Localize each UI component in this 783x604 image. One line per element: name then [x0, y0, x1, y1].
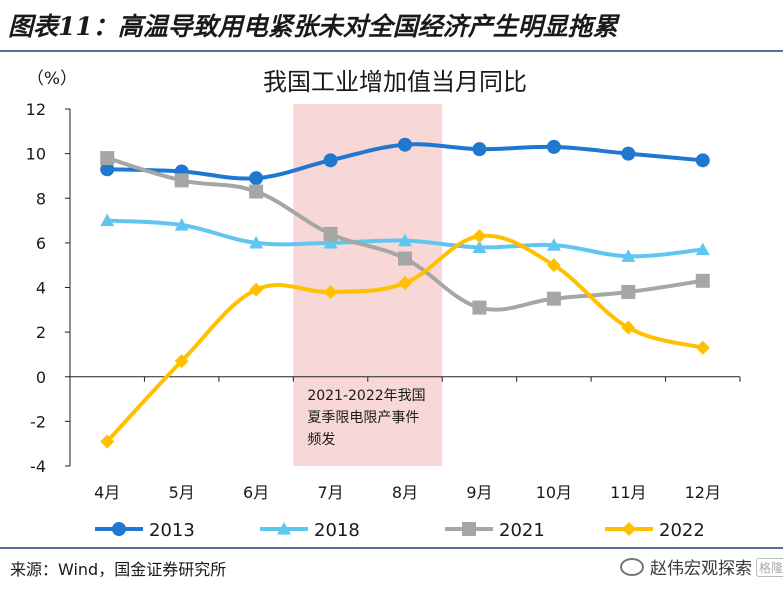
source-note: 来源：Wind，国金证券研究所 — [10, 560, 227, 579]
title-divider — [0, 50, 783, 52]
data-point-2022 — [323, 284, 338, 299]
legend-label: 2018 — [314, 520, 360, 541]
data-point-2018 — [100, 213, 115, 227]
data-point-2013 — [695, 153, 710, 168]
figure-title: 图表11：高温导致用电紧张未对全国经济产生明显拖累 — [8, 12, 618, 41]
watermark-text: 赵伟宏观探索 — [650, 559, 752, 579]
data-point-2021 — [249, 184, 264, 199]
data-point-2013 — [546, 139, 561, 154]
data-point-2022 — [249, 282, 264, 297]
legend-marker — [112, 522, 126, 536]
y-tick-label: 12 — [26, 100, 46, 119]
series-group — [100, 137, 710, 449]
data-point-2021 — [174, 173, 189, 188]
data-point-2018 — [249, 235, 264, 249]
data-point-2013 — [249, 171, 264, 186]
data-point-2018 — [323, 235, 338, 249]
watermark-badge: 格隆汇 — [756, 558, 783, 577]
x-tick-label: 9月 — [466, 483, 492, 502]
series-2018 — [100, 213, 710, 262]
data-point-2013 — [621, 146, 636, 161]
data-point-2022 — [621, 320, 636, 335]
x-tick-label: 8月 — [392, 483, 418, 502]
legend-marker — [462, 522, 476, 536]
legend-label: 2013 — [149, 520, 195, 541]
legend-item-2013: 2013 — [95, 520, 195, 541]
data-point-2013 — [398, 137, 412, 152]
data-point-2022 — [100, 434, 115, 449]
data-point-2018 — [695, 242, 710, 256]
highlight-annotation-line: 夏季限电限产事件 — [307, 410, 419, 426]
legend-item-2021: 2021 — [445, 520, 545, 541]
data-point-2022 — [398, 276, 412, 291]
x-tick-label: 6月 — [243, 483, 269, 502]
data-point-2022 — [174, 354, 189, 369]
highlight-annotation-line: 2021-2022年我国 — [307, 388, 425, 404]
data-point-2021 — [398, 251, 412, 266]
data-point-2018 — [621, 249, 636, 262]
highlight-annotation-line: 频发 — [307, 432, 335, 448]
x-tick-label: 4月 — [94, 483, 120, 502]
data-point-2018 — [174, 218, 189, 231]
x-tick-label: 5月 — [169, 483, 195, 502]
series-2013 — [100, 137, 710, 186]
y-tick-label: 8 — [36, 189, 46, 208]
legend-label: 2022 — [659, 520, 705, 541]
series-2022 — [100, 229, 710, 449]
chart-title: 我国工业增加值当月同比 — [263, 68, 527, 96]
y-tick-label: 4 — [36, 279, 46, 298]
data-point-2013 — [472, 142, 487, 157]
x-tick-label: 10月 — [536, 483, 572, 502]
y-tick-label: 10 — [26, 145, 46, 164]
y-axis-unit: （%） — [27, 69, 77, 89]
legend-marker — [277, 522, 291, 535]
data-point-2018 — [398, 233, 412, 247]
data-point-2021 — [546, 291, 561, 306]
source-divider — [0, 547, 783, 549]
data-point-2021 — [621, 284, 636, 299]
data-point-2022 — [472, 229, 487, 244]
y-tick-label: 6 — [36, 234, 46, 253]
x-tick-label: 11月 — [610, 483, 646, 502]
x-tick-label: 7月 — [317, 483, 343, 502]
y-tick-label: 0 — [36, 368, 46, 387]
data-point-2021 — [472, 300, 487, 315]
line-chart: 我国工业增加值当月同比 （%） 12 10 8 6 4 2 0 -2 -4 4月 5月 6月 7月 8月 9… — [26, 68, 741, 541]
data-point-2013 — [100, 162, 115, 177]
data-point-2021 — [323, 226, 338, 241]
data-point-2018 — [472, 240, 487, 253]
legend-item-2022: 2022 — [605, 520, 705, 541]
data-point-2013 — [323, 153, 338, 168]
y-tick-label: 2 — [36, 323, 46, 342]
legend-label: 2021 — [499, 520, 545, 541]
data-point-2021 — [695, 273, 710, 288]
legend-marker — [622, 522, 636, 536]
series-2021 — [100, 151, 710, 315]
data-point-2022 — [546, 258, 561, 273]
y-tick-label: -2 — [30, 412, 46, 431]
legend-item-2018: 2018 — [260, 520, 360, 541]
legend: 2013 2018 2021 2022 — [95, 520, 705, 541]
wechat-icon — [620, 558, 644, 576]
data-point-2022 — [695, 340, 710, 355]
data-point-2018 — [546, 238, 561, 251]
data-point-2021 — [100, 151, 115, 166]
y-tick-label: -4 — [30, 457, 46, 476]
axes: 12 10 8 6 4 2 0 -2 -4 4月 5月 6月 7月 8月 9月 10月 11月 12月 — [26, 100, 741, 502]
x-tick-label: 12月 — [685, 483, 721, 502]
watermark: 赵伟宏观探索格隆汇 — [620, 554, 783, 579]
